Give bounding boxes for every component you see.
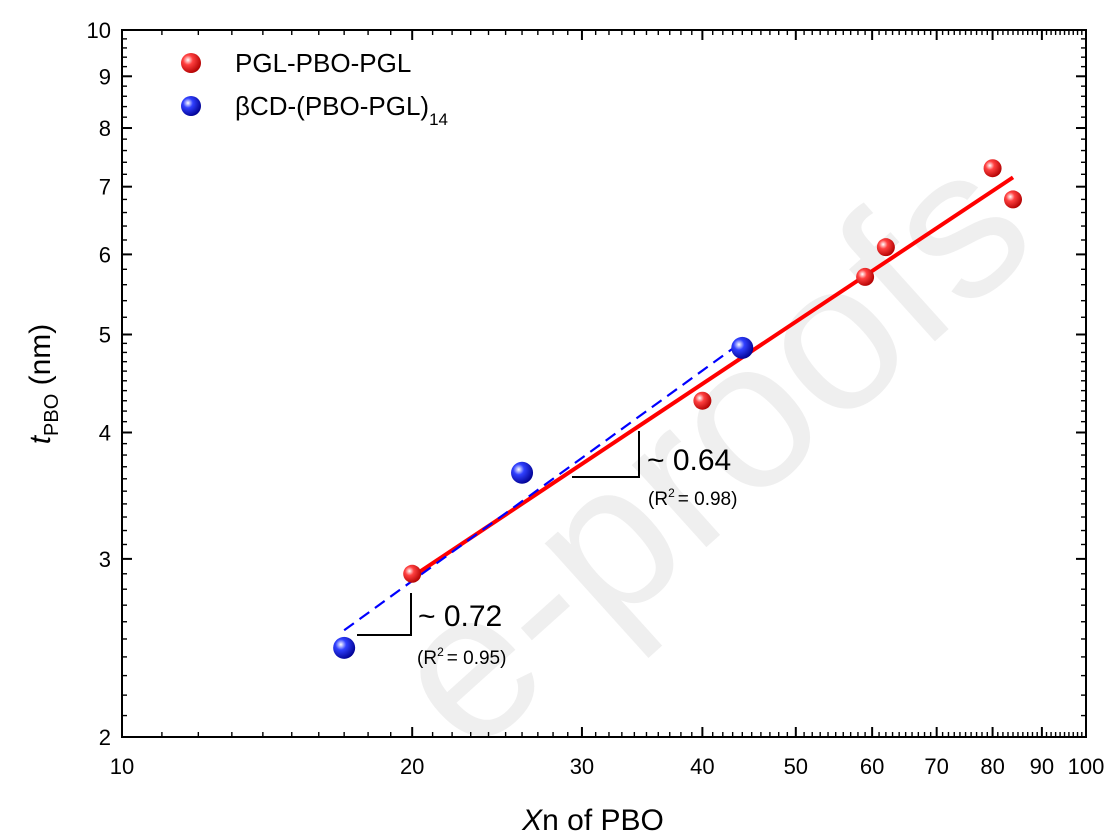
data-points (333, 159, 1023, 659)
y-tick-label-4: 4 (99, 421, 111, 446)
x-tick-label-50: 50 (784, 754, 808, 779)
x-tick-label-70: 70 (924, 754, 948, 779)
data-point-series-0 (856, 267, 875, 286)
slope-label-0.72: ~ 0.72 (418, 600, 502, 633)
slope-triangle-0.72 (357, 593, 412, 636)
x-tick-label-80: 80 (980, 754, 1004, 779)
data-point-series-0 (983, 159, 1002, 178)
y-tick-label-2: 2 (99, 725, 111, 750)
y-tick-label-8: 8 (99, 116, 111, 141)
x-tick-label-40: 40 (690, 754, 714, 779)
y-tick-label-3: 3 (99, 547, 111, 572)
x-tick-label-60: 60 (860, 754, 884, 779)
r2-label-0.95: (R2 = 0.95) (417, 645, 506, 669)
legend: PGL-PBO-PGL βCD-(PBO-PGL)14 (181, 48, 448, 129)
y-tick-label-5: 5 (99, 322, 111, 347)
tick-layer: 10 20 30 40 50 60 70 80 90 100 2 3 4 5 6 7 8 9 10 (87, 18, 1105, 779)
legend-label-bcd: βCD-(PBO-PGL)14 (235, 91, 448, 129)
fit-lines (343, 175, 1015, 632)
data-point-series-1 (333, 636, 356, 659)
plot-frame (121, 29, 1087, 738)
slope-label-0.64: ~ 0.64 (647, 444, 731, 477)
x-tick-label-10: 10 (110, 754, 134, 779)
fit-line-series-1 (343, 344, 739, 632)
data-point-series-1 (511, 461, 534, 484)
annotation-0.64: ~ 0.64 (R2 = 0.98) (647, 444, 737, 510)
x-tick-label-30: 30 (570, 754, 594, 779)
legend-marker-blue (181, 96, 201, 116)
data-point-series-0 (403, 564, 422, 583)
data-point-series-1 (731, 336, 754, 359)
x-tick-label-20: 20 (400, 754, 424, 779)
x-tick-label-100: 100 (1068, 754, 1105, 779)
data-point-series-0 (876, 238, 895, 257)
x-axis-title: Xn of PBO (521, 804, 664, 837)
y-tick-label-10: 10 (87, 18, 111, 43)
fit-line-series-0 (411, 175, 1015, 579)
y-tick-label-6: 6 (99, 242, 111, 267)
slope-triangle-0.64 (572, 431, 640, 478)
y-axis-title: tPBO (nm) (24, 324, 63, 445)
legend-label-pgl-pbo-pgl: PGL-PBO-PGL (235, 48, 411, 78)
data-point-series-0 (693, 391, 712, 410)
r2-label-0.98: (R2 = 0.98) (648, 486, 737, 510)
legend-marker-red (181, 53, 201, 73)
y-tick-label-9: 9 (99, 64, 111, 89)
y-tick-label-7: 7 (99, 175, 111, 200)
x-tick-label-90: 90 (1030, 754, 1054, 779)
data-point-series-0 (1004, 190, 1023, 209)
annotation-0.72: ~ 0.72 (R2 = 0.95) (417, 600, 506, 669)
